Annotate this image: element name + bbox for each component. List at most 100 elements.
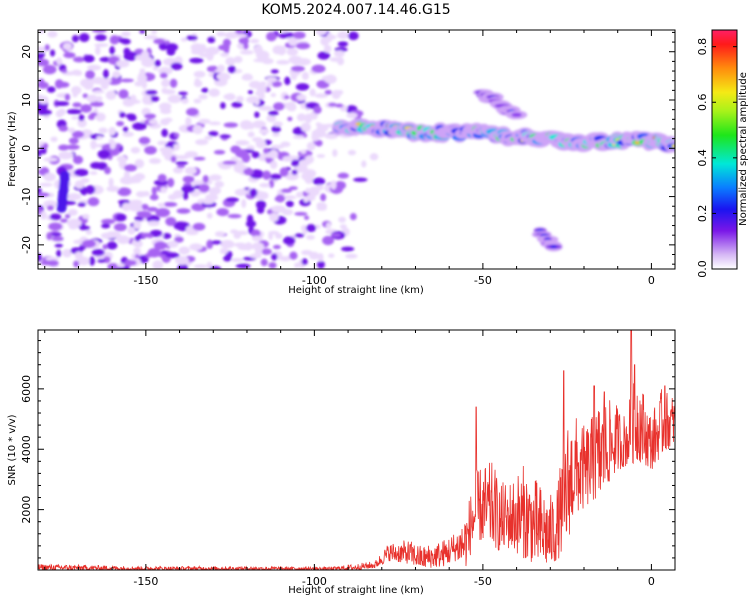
noise-blob	[43, 200, 58, 209]
spectrogram-blobs	[38, 30, 675, 269]
noise-blob	[149, 95, 160, 102]
noise-blob	[49, 49, 56, 57]
noise-blob	[213, 150, 226, 155]
noise-blob	[162, 232, 172, 239]
noise-blob	[236, 33, 248, 38]
noise-blob	[73, 260, 80, 268]
noise-blob	[109, 142, 116, 150]
noise-blob	[279, 256, 291, 262]
noise-blob	[160, 186, 168, 194]
noise-blob	[72, 102, 82, 108]
noise-blob	[72, 155, 84, 165]
noise-blob	[158, 102, 172, 111]
noise-blob	[50, 136, 58, 142]
upper-branch-blob	[511, 112, 522, 117]
noise-blob	[182, 175, 195, 183]
noise-blob	[66, 109, 82, 115]
noise-blob	[249, 253, 262, 259]
noise-blob	[180, 37, 188, 42]
noise-blob	[271, 253, 278, 261]
noise-blob	[266, 114, 277, 123]
noise-blob	[280, 188, 292, 193]
noise-blob	[337, 41, 349, 47]
noise-blob	[270, 92, 277, 98]
snr-x-tick-label: 0	[648, 575, 655, 588]
noise-blob	[38, 109, 52, 116]
noise-blob	[235, 230, 249, 236]
noise-blob	[269, 160, 278, 170]
noise-blob	[107, 263, 119, 269]
noise-blob	[369, 153, 379, 161]
snr-y-tick-label: 2000	[20, 496, 33, 524]
noise-blob	[68, 225, 78, 230]
noise-blob	[214, 231, 226, 237]
noise-blob	[280, 141, 291, 148]
noise-blob	[302, 229, 308, 235]
noise-blob	[192, 222, 206, 231]
noise-blob	[320, 36, 330, 46]
noise-blob	[300, 149, 307, 154]
noise-blob	[305, 224, 317, 233]
noise-blob	[219, 248, 229, 255]
noise-blob	[253, 45, 263, 55]
noise-blob	[116, 235, 131, 244]
noise-blob	[234, 188, 248, 197]
noise-blob	[266, 82, 273, 88]
noise-blob	[56, 249, 62, 258]
noise-blob	[159, 72, 168, 79]
noise-blob	[254, 97, 260, 106]
noise-blob	[38, 81, 49, 89]
noise-blob	[271, 205, 287, 213]
noise-blob	[139, 68, 146, 74]
noise-blob	[243, 42, 249, 50]
noise-blob	[266, 31, 277, 42]
noise-blob	[268, 262, 277, 269]
noise-blob	[353, 177, 368, 182]
colorbar-tick-label: 0.8	[696, 38, 709, 56]
colorbar-gradient	[712, 30, 737, 269]
noise-blob	[312, 177, 326, 186]
main-ridge-blob	[667, 142, 675, 150]
noise-blob	[288, 55, 303, 64]
noise-blob	[295, 191, 304, 198]
noise-blob	[193, 98, 202, 104]
noise-blob	[283, 95, 290, 100]
noise-blob	[83, 54, 95, 63]
noise-blob	[145, 252, 153, 258]
noise-blob	[254, 191, 269, 200]
noise-blob	[67, 218, 82, 228]
noise-blob	[247, 131, 255, 138]
noise-blob	[227, 213, 242, 219]
noise-blob	[115, 143, 122, 149]
noise-blob	[90, 140, 97, 150]
noise-blob	[89, 171, 98, 175]
noise-blob	[195, 139, 209, 146]
noise-blob	[216, 31, 226, 37]
spectrogram-image	[38, 30, 675, 269]
noise-blob	[224, 31, 239, 39]
noise-blob	[330, 180, 337, 190]
noise-blob	[272, 132, 280, 137]
noise-blob	[87, 64, 102, 71]
noise-blob	[51, 236, 64, 242]
noise-blob	[349, 212, 357, 221]
noise-blob	[331, 233, 341, 237]
noise-blob	[262, 170, 272, 180]
snr-series-line	[38, 330, 675, 570]
noise-blob	[115, 213, 127, 222]
noise-blob	[95, 112, 106, 122]
noise-blob	[71, 130, 85, 138]
snr-y-tick-label: 4000	[20, 435, 33, 463]
noise-blob	[339, 224, 347, 230]
noise-blob	[68, 137, 79, 145]
main-ridge-core	[671, 144, 675, 148]
noise-blob	[157, 174, 167, 183]
noise-blob	[119, 176, 135, 185]
noise-blob	[227, 65, 236, 74]
noise-blob	[85, 185, 96, 195]
noise-blob	[87, 197, 100, 207]
noise-blob	[79, 225, 91, 231]
noise-blob	[49, 213, 62, 221]
noise-blob	[64, 93, 71, 101]
